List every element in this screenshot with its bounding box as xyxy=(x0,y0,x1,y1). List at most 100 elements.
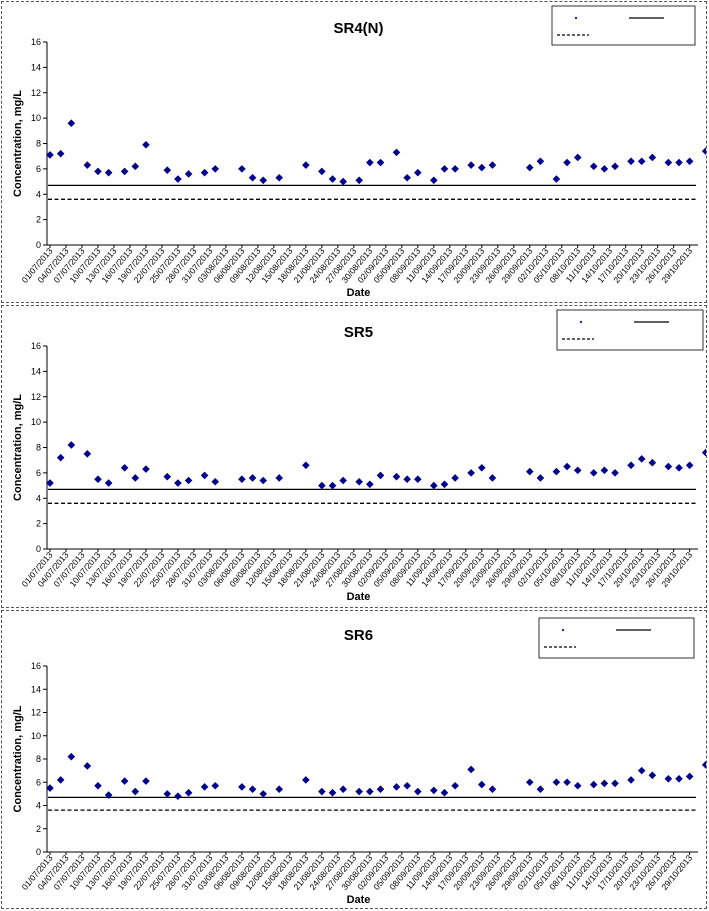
data-point xyxy=(339,177,347,186)
data-point xyxy=(56,776,65,784)
data-point xyxy=(600,779,609,788)
data-point xyxy=(83,161,92,169)
data-point xyxy=(174,175,182,183)
data-point xyxy=(664,774,673,783)
data-point xyxy=(573,466,582,475)
data-point xyxy=(83,450,92,458)
data-point xyxy=(488,474,497,482)
data-point xyxy=(120,464,129,472)
data-point xyxy=(275,785,284,794)
data-point xyxy=(94,781,102,790)
data-point xyxy=(339,785,347,794)
data-point xyxy=(525,163,534,172)
y-tick-label: 12 xyxy=(31,708,41,718)
data-point xyxy=(685,157,694,166)
data-point xyxy=(392,148,401,157)
data-point xyxy=(46,151,54,159)
data-point xyxy=(573,153,582,162)
data-point xyxy=(211,781,220,790)
data-point xyxy=(675,464,683,472)
data-point xyxy=(600,165,609,173)
data-point xyxy=(430,786,438,795)
data-point xyxy=(451,781,459,790)
y-tick-label: 12 xyxy=(31,392,41,402)
data-point xyxy=(467,161,475,169)
y-tick-label: 6 xyxy=(36,468,41,478)
chart-title: SR5 xyxy=(344,324,373,341)
y-tick-label: 8 xyxy=(36,443,41,453)
data-point xyxy=(701,761,706,769)
y-tick-label: 4 xyxy=(36,493,41,503)
y-tick-label: 8 xyxy=(36,754,41,764)
data-point xyxy=(184,788,193,797)
data-point xyxy=(174,479,182,487)
y-tick-label: 16 xyxy=(31,341,41,351)
chart-sr4n: SR4(N)Concentration, mg/L024681012141601… xyxy=(12,5,706,299)
data-point xyxy=(104,791,113,799)
data-point xyxy=(248,173,257,182)
data-point xyxy=(675,774,683,783)
data-point xyxy=(104,479,113,487)
data-point xyxy=(211,477,220,486)
data-point xyxy=(648,153,657,162)
data-point xyxy=(685,772,694,781)
y-tick-label: 4 xyxy=(36,801,41,811)
data-point xyxy=(600,466,609,475)
data-point xyxy=(536,474,545,482)
legend-box xyxy=(538,617,695,659)
data-point xyxy=(238,783,246,791)
data-point xyxy=(403,173,411,182)
data-point xyxy=(430,176,438,185)
data-point xyxy=(536,157,545,166)
data-point xyxy=(451,474,459,482)
data-point xyxy=(302,161,310,169)
chart-panel-sr5: SR5 Concentration, mg/L 0 2 4 6 8 10 12 14 16 01/07… xyxy=(1,305,707,608)
data-point xyxy=(328,175,337,183)
data-point xyxy=(627,776,635,784)
data-point xyxy=(467,765,475,774)
data-point xyxy=(355,787,363,796)
data-point xyxy=(376,158,385,167)
data-point xyxy=(248,785,257,794)
data-point xyxy=(552,467,561,476)
chart-panel-sr4n: SR4(N) Concentration, mg/L 0 2 4 6 8 10 12 14 16 01… xyxy=(1,1,707,303)
data-point xyxy=(414,787,422,796)
data-point xyxy=(467,469,475,477)
data-point xyxy=(83,762,92,770)
data-point xyxy=(392,472,401,481)
data-point xyxy=(200,471,209,480)
data-point xyxy=(701,448,706,457)
data-point xyxy=(477,163,486,172)
data-point xyxy=(163,166,172,174)
data-point xyxy=(637,157,646,166)
data-point xyxy=(675,158,683,167)
y-tick-label: 2 xyxy=(36,519,41,529)
data-point xyxy=(611,162,619,171)
y-tick-label: 10 xyxy=(31,731,41,741)
data-point xyxy=(637,455,646,463)
data-point xyxy=(589,469,598,477)
data-point xyxy=(701,147,706,155)
y-tick-label: 14 xyxy=(31,684,41,694)
y-tick-label: 14 xyxy=(31,62,41,72)
y-tick-label: 12 xyxy=(31,88,41,98)
y-tick-label: 10 xyxy=(31,417,41,427)
data-point xyxy=(142,777,150,785)
data-point xyxy=(238,475,246,484)
data-point xyxy=(174,792,182,800)
data-point xyxy=(67,119,76,127)
data-point xyxy=(238,165,246,173)
data-point xyxy=(525,467,534,476)
data-point xyxy=(664,462,673,471)
data-point xyxy=(563,158,571,167)
data-point xyxy=(131,787,140,796)
y-tick-label: 6 xyxy=(36,164,41,174)
data-point xyxy=(318,167,326,176)
data-point xyxy=(120,167,129,176)
legend-box xyxy=(551,5,696,46)
data-point xyxy=(142,465,150,473)
data-point xyxy=(275,474,284,482)
data-point xyxy=(563,778,571,787)
data-point xyxy=(184,170,193,178)
